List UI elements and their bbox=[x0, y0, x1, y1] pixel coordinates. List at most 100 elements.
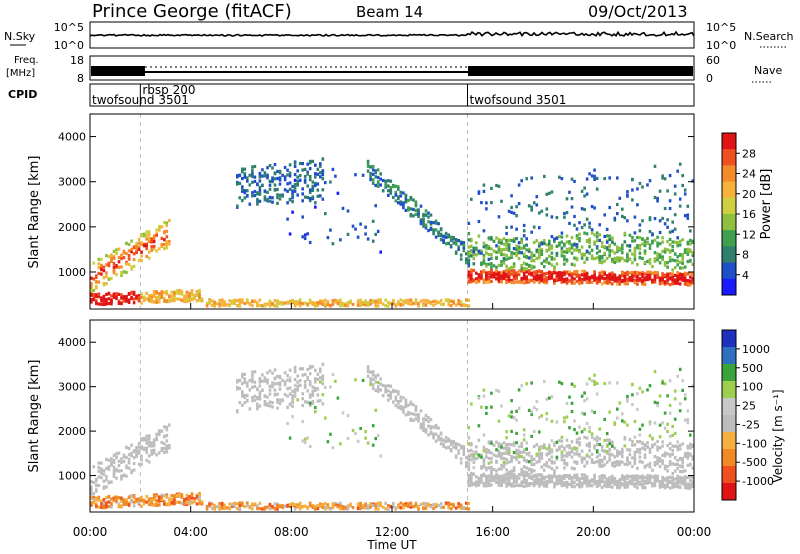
velocity-echo bbox=[241, 375, 244, 379]
power-echo bbox=[389, 179, 393, 183]
power-echo bbox=[459, 300, 463, 304]
velocity-echo bbox=[147, 454, 151, 458]
velocity-echo bbox=[616, 479, 619, 484]
velocity-echo bbox=[354, 378, 357, 382]
power-echo bbox=[467, 270, 471, 274]
velocity-echo bbox=[462, 449, 466, 454]
velocity-echo bbox=[95, 502, 98, 506]
power-echo bbox=[590, 255, 594, 259]
velocity-echo bbox=[616, 449, 619, 453]
power-echo bbox=[95, 280, 98, 284]
power-echo bbox=[497, 275, 501, 279]
velocity-echo bbox=[686, 482, 690, 486]
velocity-echo bbox=[626, 463, 629, 467]
power-echo bbox=[530, 271, 533, 275]
power-echo bbox=[636, 235, 639, 240]
power-echo bbox=[356, 235, 360, 239]
power-echo bbox=[553, 237, 556, 241]
velocity-echo bbox=[188, 495, 191, 499]
power-echo bbox=[555, 271, 559, 275]
power-echo bbox=[510, 279, 513, 283]
power-colorbar-tick-label: 28 bbox=[742, 147, 756, 160]
power-echo bbox=[600, 282, 604, 286]
velocity-echo bbox=[580, 430, 584, 434]
velocity-echo bbox=[130, 443, 133, 447]
velocity-colorbar-swatch bbox=[722, 398, 736, 416]
velocity-echo bbox=[389, 505, 393, 509]
power-echo bbox=[314, 205, 317, 209]
power-colorbar-swatch bbox=[722, 165, 736, 183]
velocity-echo bbox=[538, 460, 541, 464]
power-echo bbox=[97, 257, 101, 261]
power-echo bbox=[482, 261, 486, 265]
velocity-echo bbox=[505, 430, 508, 434]
velocity-echo bbox=[152, 498, 156, 502]
power-echo bbox=[621, 271, 624, 275]
power-echo bbox=[656, 271, 659, 275]
velocity-echo bbox=[580, 483, 584, 487]
velocity-echo bbox=[100, 499, 103, 503]
power-echo bbox=[477, 273, 481, 277]
power-echo bbox=[653, 259, 657, 263]
power-echo bbox=[608, 272, 611, 276]
power-echo bbox=[641, 270, 644, 275]
power-echo bbox=[689, 271, 692, 275]
power-echo bbox=[193, 293, 196, 297]
power-echo bbox=[291, 191, 294, 195]
power-echo bbox=[462, 243, 466, 247]
power-echo bbox=[600, 270, 604, 274]
power-echo bbox=[314, 175, 317, 179]
power-echo bbox=[585, 192, 589, 196]
velocity-echo bbox=[404, 413, 408, 417]
power-echo bbox=[241, 189, 244, 193]
velocity-echo bbox=[477, 396, 481, 400]
velocity-echo bbox=[324, 385, 327, 390]
velocity-echo bbox=[326, 440, 330, 444]
velocity-echo bbox=[560, 476, 564, 480]
velocity-echo bbox=[268, 502, 272, 506]
velocity-echo bbox=[414, 405, 418, 410]
velocity-echo bbox=[666, 444, 669, 448]
velocity-echo bbox=[663, 451, 667, 455]
velocity-echo bbox=[616, 485, 619, 490]
velocity-echo bbox=[638, 433, 642, 437]
velocity-echo bbox=[623, 485, 627, 489]
power-echo bbox=[241, 199, 244, 203]
power-echo bbox=[502, 242, 506, 246]
velocity-echo bbox=[266, 395, 269, 399]
velocity-echo bbox=[588, 377, 591, 381]
velocity-echo bbox=[507, 473, 511, 477]
velocity-echo bbox=[298, 383, 302, 387]
velocity-echo bbox=[482, 481, 486, 486]
power-echo bbox=[407, 198, 410, 203]
velocity-echo bbox=[160, 429, 164, 433]
velocity-echo bbox=[361, 505, 365, 509]
power-echo bbox=[399, 200, 403, 204]
power-echo bbox=[374, 175, 377, 179]
power-echo bbox=[585, 280, 589, 284]
power-echo bbox=[605, 281, 609, 285]
velocity-echo bbox=[303, 437, 307, 441]
velocity-echo bbox=[570, 382, 574, 386]
power-echo bbox=[563, 254, 566, 259]
velocity-echo bbox=[223, 504, 226, 508]
power-echo bbox=[623, 240, 627, 244]
power-echo bbox=[472, 279, 476, 283]
velocity-colorbar-swatch bbox=[722, 483, 736, 501]
velocity-echo bbox=[472, 466, 476, 470]
power-echo bbox=[417, 304, 420, 308]
power-echo bbox=[387, 184, 390, 188]
power-echo bbox=[646, 270, 649, 274]
power-echo bbox=[573, 263, 576, 267]
velocity-echo bbox=[241, 382, 244, 386]
velocity-echo bbox=[570, 484, 574, 489]
velocity-echo bbox=[605, 444, 609, 448]
velocity-colorbar-swatch bbox=[722, 449, 736, 467]
power-echo bbox=[530, 264, 533, 268]
power-echo bbox=[439, 234, 443, 238]
velocity-echo bbox=[550, 455, 554, 459]
power-echo bbox=[671, 272, 674, 276]
power-echo bbox=[495, 250, 498, 254]
power-echo bbox=[95, 294, 98, 299]
